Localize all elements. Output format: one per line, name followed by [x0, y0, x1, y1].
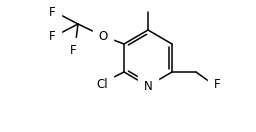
Text: N: N: [144, 79, 152, 93]
Text: Cl: Cl: [96, 77, 108, 91]
Text: O: O: [98, 29, 108, 43]
Text: F: F: [70, 44, 76, 56]
Text: F: F: [214, 77, 221, 91]
Text: F: F: [49, 6, 55, 18]
Text: F: F: [49, 29, 55, 43]
